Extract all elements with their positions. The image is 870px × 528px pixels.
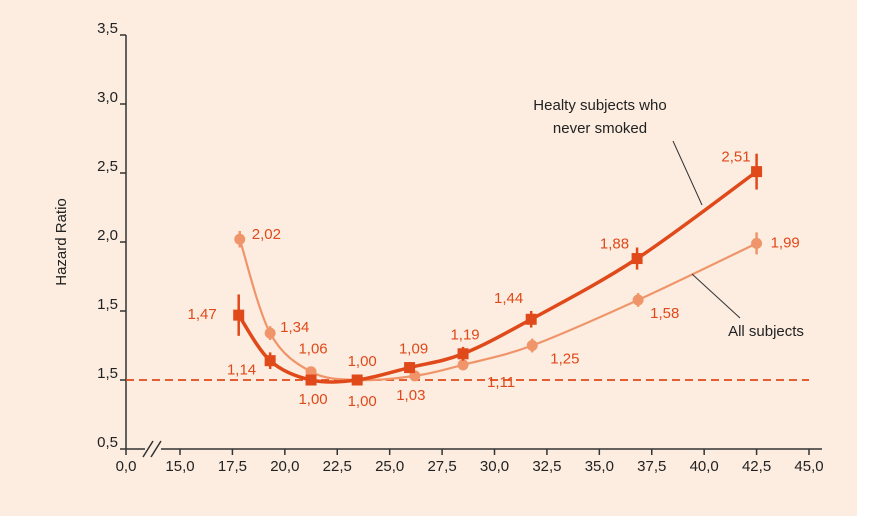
value-label: 1,88: [600, 236, 629, 253]
x-tick-label: 17,5: [218, 458, 247, 475]
marker: [305, 374, 317, 386]
x-tick-label: 0,0: [116, 458, 137, 475]
value-label: 1,09: [399, 341, 428, 358]
y-tick-label: 3,0: [97, 89, 118, 106]
marker: [264, 355, 276, 367]
marker: [305, 366, 317, 378]
value-label: 1,44: [494, 290, 523, 307]
value-label: 1,25: [550, 350, 579, 367]
value-label: 1,00: [348, 393, 377, 410]
x-tick-label: 25,0: [375, 458, 404, 475]
value-label: 1,00: [298, 391, 327, 408]
x-tick-label: 15,0: [165, 458, 194, 475]
x-tick-label: 20,0: [270, 458, 299, 475]
y-tick-label: 3,5: [97, 20, 118, 37]
x-tick-label: 45,0: [794, 458, 823, 475]
axis-break-mark: [142, 440, 154, 458]
value-label: 1,99: [771, 234, 800, 251]
x-tick-label: 37,5: [637, 458, 666, 475]
marker: [631, 253, 643, 265]
annotation-leader: [691, 273, 741, 319]
value-label: 1,58: [650, 305, 679, 322]
x-tick-label: 35,0: [585, 458, 614, 475]
axis-break-mark: [150, 440, 162, 458]
value-label: 1,47: [188, 306, 217, 323]
y-tick-label: 1,5: [97, 365, 118, 382]
x-tick-label: 42,5: [742, 458, 771, 475]
value-label: 2,02: [252, 226, 281, 243]
x-tick-label: 30,0: [480, 458, 509, 475]
marker: [233, 309, 245, 321]
series-annotation: Healty subjects who: [533, 97, 666, 114]
y-tick-label: 1,5: [97, 296, 118, 313]
marker: [751, 237, 763, 249]
value-label: 2,51: [721, 149, 750, 166]
y-tick-label: 2,0: [97, 227, 118, 244]
marker: [526, 340, 538, 351]
value-label: 1,00: [348, 353, 377, 370]
marker: [264, 327, 276, 339]
x-tick-label: 40,0: [690, 458, 719, 475]
y-tick-label: 0,5: [97, 434, 118, 451]
marker: [351, 374, 363, 386]
x-tick-label: 32,5: [532, 458, 561, 475]
x-tick-label: 27,5: [427, 458, 456, 475]
marker: [632, 294, 644, 306]
value-label: 1,03: [396, 387, 425, 404]
value-label: 1,19: [450, 327, 479, 344]
chart-background: [0, 0, 857, 516]
marker: [525, 313, 537, 325]
x-tick-label: 22,5: [323, 458, 352, 475]
y-tick-label: 2,5: [97, 158, 118, 175]
value-label: 1,14: [227, 362, 256, 379]
y-axis-label: Hazard Ratio: [53, 198, 70, 286]
value-label: 1,34: [280, 319, 309, 336]
value-label: 1,11: [487, 374, 515, 391]
series-annotation: All subjects: [728, 323, 804, 340]
annotation-leader: [672, 140, 703, 206]
marker: [457, 348, 469, 360]
value-label: 1,06: [298, 341, 327, 358]
axis-break-gap: [145, 447, 161, 451]
marker: [404, 362, 416, 374]
series-annotation: never smoked: [553, 120, 647, 137]
marker: [457, 359, 469, 371]
marker: [234, 233, 246, 245]
marker: [751, 166, 763, 178]
marker: [409, 370, 421, 382]
